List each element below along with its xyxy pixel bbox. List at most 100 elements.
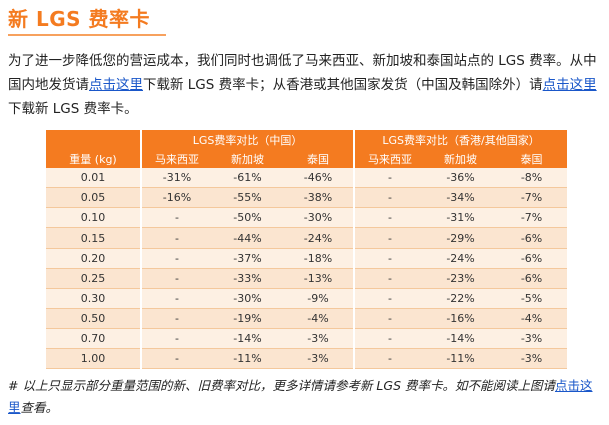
footnote: # 以上只显示部分重量范围的新、旧费率对比，更多详情请参考新 LGS 费率卡。如… bbox=[8, 375, 604, 419]
cell-hk-malaysia: - bbox=[353, 308, 426, 329]
cell-hk-thailand: -4% bbox=[496, 308, 568, 329]
cell-hk-malaysia: - bbox=[353, 207, 426, 229]
cell-cn-singapore: -30% bbox=[212, 288, 283, 309]
cell-hk-singapore: -24% bbox=[425, 248, 497, 269]
cell-cn-thailand: -38% bbox=[283, 187, 355, 209]
intro-text-2: 下载新 LGS 费率卡；从香港或其他国家发货（中国及韩国除外）请 bbox=[143, 77, 543, 93]
cell-cn-singapore: -61% bbox=[212, 168, 283, 189]
cell-hk-thailand: -8% bbox=[496, 168, 568, 189]
cell-hk-malaysia: - bbox=[353, 187, 426, 209]
table-row: 0.20- -37% -18% - -24% -6% bbox=[46, 248, 568, 269]
group-header-hk-other: LGS费率对比（香港/其他国家） bbox=[353, 130, 568, 150]
col-header-cn-thailand: 泰国 bbox=[283, 149, 355, 169]
col-header-hk-malaysia: 马来西亚 bbox=[353, 149, 426, 169]
cell-weight: 0.15 bbox=[46, 227, 141, 249]
cell-cn-malaysia: - bbox=[140, 288, 212, 309]
cell-cn-thailand: -24% bbox=[283, 227, 355, 249]
cell-cn-thailand: -30% bbox=[283, 207, 355, 229]
table-row: 0.70- -14% -3% - -14% -3% bbox=[46, 328, 568, 350]
cell-cn-malaysia: -16% bbox=[140, 187, 212, 209]
cell-cn-malaysia: -31% bbox=[140, 168, 212, 189]
title-underline bbox=[8, 34, 166, 36]
cell-cn-malaysia: - bbox=[140, 248, 212, 269]
column-header-row: 重量 (kg) 马来西亚 新加坡 泰国 马来西亚 新加坡 泰国 bbox=[46, 149, 568, 169]
table-row: 0.50- -19% -4% - -16% -4% bbox=[46, 308, 568, 329]
download-hk-ratecard-link[interactable]: 点击这里 bbox=[542, 77, 597, 93]
table-row: 0.30- -30% -9% - -22% -5% bbox=[46, 288, 568, 309]
view-image-link[interactable]: 点击这里 bbox=[8, 378, 593, 415]
intro-text-1: 为了进一步降低您的营运成本，我们同时也调低了马来西亚、新加坡和泰国站点的 LGS… bbox=[8, 53, 597, 93]
cell-weight: 0.01 bbox=[46, 168, 141, 189]
cell-hk-thailand: -3% bbox=[496, 348, 568, 370]
cell-cn-malaysia: - bbox=[140, 227, 212, 249]
group-header-china: LGS费率对比（中国） bbox=[139, 130, 355, 150]
cell-weight: 0.05 bbox=[46, 187, 141, 209]
cell-weight: 0.20 bbox=[46, 248, 141, 269]
cell-hk-malaysia: - bbox=[353, 168, 426, 189]
cell-hk-malaysia: - bbox=[353, 288, 426, 309]
cell-hk-singapore: -14% bbox=[425, 328, 497, 350]
cell-cn-singapore: -44% bbox=[212, 227, 283, 249]
intro-text-3: 下载新 LGS 费率卡。 bbox=[8, 101, 138, 117]
table-row: 0.05 -16% -55% -38% - -34% -7% bbox=[46, 187, 568, 209]
cell-cn-singapore: -37% bbox=[212, 248, 283, 269]
cell-hk-malaysia: - bbox=[353, 328, 426, 350]
page-title: 新 LGS 费率卡 bbox=[8, 7, 150, 31]
table-row: 1.00- -11% -3% - -11% -3% bbox=[46, 348, 568, 370]
cell-hk-thailand: -5% bbox=[496, 288, 568, 309]
cell-cn-thailand: -13% bbox=[283, 268, 355, 289]
cell-cn-malaysia: - bbox=[140, 348, 212, 370]
cell-hk-singapore: -22% bbox=[425, 288, 497, 309]
cell-weight: 0.30 bbox=[46, 288, 141, 309]
table-row: 0.10- -50% -30% - -31% -7% bbox=[46, 207, 568, 229]
cell-cn-thailand: -18% bbox=[283, 248, 355, 269]
cell-cn-thailand: -9% bbox=[283, 288, 355, 309]
cell-weight: 0.50 bbox=[46, 308, 141, 329]
cell-hk-thailand: -3% bbox=[496, 328, 568, 350]
cell-cn-thailand: -3% bbox=[283, 328, 355, 350]
download-china-ratecard-link[interactable]: 点击这里 bbox=[89, 77, 143, 93]
cell-hk-singapore: -11% bbox=[425, 348, 497, 370]
cell-hk-thailand: -6% bbox=[496, 227, 568, 249]
cell-hk-thailand: -6% bbox=[496, 248, 568, 269]
cell-cn-singapore: -55% bbox=[212, 187, 283, 209]
cell-hk-singapore: -36% bbox=[425, 168, 497, 189]
cell-cn-malaysia: - bbox=[140, 308, 212, 329]
cell-hk-singapore: -23% bbox=[425, 268, 497, 289]
cell-weight: 0.10 bbox=[46, 207, 141, 229]
table-row: 0.15- -44% -24% - -29% -6% bbox=[46, 227, 568, 249]
cell-weight: 0.25 bbox=[46, 268, 141, 289]
cell-cn-singapore: -33% bbox=[212, 268, 283, 289]
cell-hk-malaysia: - bbox=[353, 227, 426, 249]
table-row: 0.01 -31% -61% -46% - -36% -8% bbox=[46, 168, 568, 189]
cell-hk-malaysia: - bbox=[353, 248, 426, 269]
cell-cn-singapore: -11% bbox=[212, 348, 283, 370]
table-row: 0.25- -33% -13% - -23% -6% bbox=[46, 268, 568, 289]
group-header-row: LGS费率对比（中国） LGS费率对比（香港/其他国家） bbox=[46, 130, 568, 150]
cell-hk-thailand: -7% bbox=[496, 187, 568, 209]
cell-cn-singapore: -50% bbox=[212, 207, 283, 229]
cell-cn-singapore: -14% bbox=[212, 328, 283, 350]
col-header-cn-malaysia: 马来西亚 bbox=[140, 149, 212, 169]
cell-cn-malaysia: - bbox=[140, 268, 212, 289]
cell-cn-malaysia: - bbox=[140, 207, 212, 229]
cell-hk-malaysia: - bbox=[353, 348, 426, 370]
cell-cn-thailand: -46% bbox=[283, 168, 355, 189]
intro-paragraph: 为了进一步降低您的营运成本，我们同时也调低了马来西亚、新加坡和泰国站点的 LGS… bbox=[8, 49, 604, 121]
cell-cn-malaysia: - bbox=[140, 328, 212, 350]
cell-weight: 1.00 bbox=[46, 348, 141, 370]
cell-hk-thailand: -7% bbox=[496, 207, 568, 229]
cell-cn-singapore: -19% bbox=[212, 308, 283, 329]
cell-cn-thailand: -4% bbox=[283, 308, 355, 329]
rate-comparison-table: LGS费率对比（中国） LGS费率对比（香港/其他国家） 重量 (kg) 马来西… bbox=[46, 130, 568, 370]
cell-hk-singapore: -31% bbox=[425, 207, 497, 229]
cell-hk-singapore: -29% bbox=[425, 227, 497, 249]
group-header-blank bbox=[46, 130, 141, 150]
cell-hk-singapore: -16% bbox=[425, 308, 497, 329]
cell-hk-thailand: -6% bbox=[496, 268, 568, 289]
col-header-hk-singapore: 新加坡 bbox=[425, 149, 497, 169]
cell-cn-thailand: -3% bbox=[283, 348, 355, 370]
col-header-hk-thailand: 泰国 bbox=[496, 149, 568, 169]
footnote-text: # 以上只显示部分重量范围的新、旧费率对比，更多详情请参考新 LGS 费率卡。如… bbox=[8, 378, 555, 393]
col-header-weight: 重量 (kg) bbox=[46, 149, 141, 169]
